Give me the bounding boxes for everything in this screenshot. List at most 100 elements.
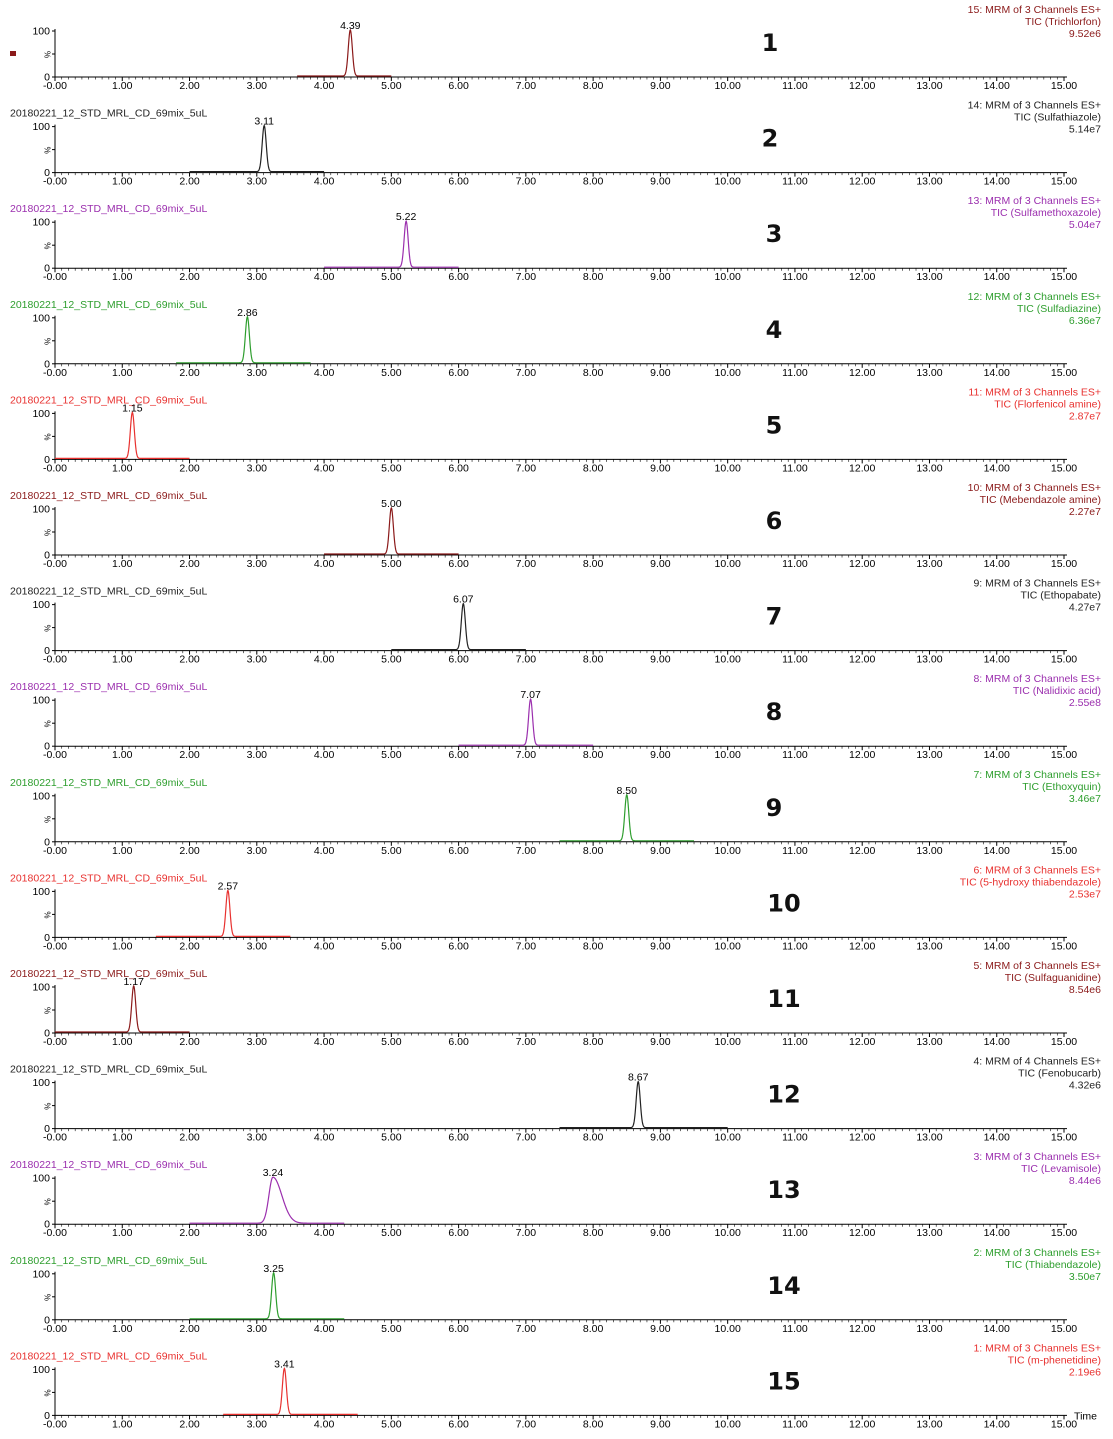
x-tick-label: 12.00 [849,940,875,952]
x-tick-label: 6.00 [448,462,469,474]
x-tick-label: 7.00 [516,1418,537,1430]
x-tick-label: 8.00 [583,558,604,570]
chromatogram-trace [223,1367,358,1416]
intensity-label: 5.04e7 [1069,219,1101,231]
x-tick-label: 14.00 [984,462,1010,474]
peak-label: 5.00 [381,498,402,510]
x-tick-label: 15.00 [1051,1227,1077,1239]
y-tick-label: 100 [32,121,50,133]
x-tick-label: 6.00 [448,558,469,570]
y-tick-label: % [44,911,53,918]
channel-label: 6: MRM of 3 Channels ES+ [973,864,1101,876]
x-tick-label: 2.00 [179,654,200,666]
x-tick-label: 6.00 [448,367,469,379]
file-label: 20180221_12_STD_MRL_CD_69mix_5uL [10,777,207,789]
x-tick-label: -0.00 [43,1418,67,1430]
x-tick-label: 11.00 [782,176,808,188]
y-tick-label: 100 [32,886,50,898]
y-tick-label: 0 [44,1410,50,1422]
chromatogram-trace [155,889,291,938]
x-tick-label: 5.00 [381,271,402,283]
x-tick-label: 2.00 [179,80,200,92]
peak-label: 8.50 [617,785,638,797]
chromatogram-trace [559,793,695,842]
x-tick-label: 10.00 [715,176,741,188]
x-tick-label: 12.00 [849,462,875,474]
peak-label: 3.25 [263,1263,284,1275]
compound-label: TIC (Mebendazole amine) [980,494,1101,506]
x-tick-label: 11.00 [782,1132,808,1144]
x-tick-label: 11.00 [782,271,808,283]
channel-label: 1: MRM of 3 Channels ES+ [973,1342,1101,1354]
x-tick-label: 1.00 [112,558,133,570]
x-tick-label: 8.00 [583,1418,604,1430]
x-tick-label: 13.00 [916,845,942,857]
x-tick-label: 15.00 [1051,845,1077,857]
x-tick-label: 4.00 [314,80,335,92]
x-tick-label: 1.00 [112,749,133,761]
x-tick-label: 5.00 [381,367,402,379]
x-tick-label: 2.00 [179,176,200,188]
x-tick-label: 12.00 [849,1036,875,1048]
chromatogram-panel-5: 20180221_12_STD_MRL_CD_69mix_5uL 11: MRM … [10,386,1101,474]
chromatogram-panel-2: 20180221_12_STD_MRL_CD_69mix_5uL 14: MRM … [10,100,1101,188]
x-tick-label: 7.00 [516,654,537,666]
x-tick-label: 10.00 [715,1323,741,1335]
x-tick-label: 11.00 [782,80,808,92]
x-tick-label: 1.00 [112,1323,133,1335]
x-tick-label: 2.00 [179,1227,200,1239]
x-tick-label: 15.00 [1051,1036,1077,1048]
x-tick-label: 9.00 [650,845,671,857]
x-tick-label: 14.00 [984,1036,1010,1048]
x-tick-label: 12.00 [849,1323,875,1335]
x-tick-label: 6.00 [448,1132,469,1144]
x-tick-label: 14.00 [984,1418,1010,1430]
x-tick-label: 4.00 [314,462,335,474]
x-tick-label: 3.00 [247,749,268,761]
x-tick-label: 2.00 [179,367,200,379]
panel-number: 15 [767,1367,800,1395]
x-tick-label: 1.00 [112,462,133,474]
x-tick-label: 15.00 [1051,271,1077,283]
y-tick-label: 100 [32,504,50,516]
x-tick-label: 2.00 [179,845,200,857]
x-tick-label: 4.00 [314,176,335,188]
chromatogram-trace [324,506,459,555]
x-tick-label: 2.00 [179,271,200,283]
intensity-label: 6.36e7 [1069,315,1101,327]
y-tick-label: % [44,720,53,727]
intensity-label: 2.19e6 [1069,1366,1101,1378]
x-tick-label: 1.00 [112,845,133,857]
x-tick-label: 6.00 [448,80,469,92]
x-tick-label: 5.00 [381,1132,402,1144]
x-tick-label: 1.00 [112,1227,133,1239]
x-tick-label: 11.00 [782,654,808,666]
x-tick-label: 14.00 [984,80,1010,92]
x-tick-label: 2.00 [179,1036,200,1048]
y-tick-label: % [44,1103,53,1110]
x-tick-label: 8.00 [583,1036,604,1048]
panel-number: 10 [767,889,800,917]
chromatogram-panel-1: 15: MRM of 3 Channels ES+TIC (Trichlorfo… [32,4,1101,92]
chromatogram-trace [55,411,190,459]
file-label: 20180221_12_STD_MRL_CD_69mix_5uL [10,968,207,980]
x-tick-label: 3.00 [247,1418,268,1430]
x-tick-label: 7.00 [516,558,537,570]
y-tick-label: 0 [44,836,50,848]
channel-label: 10: MRM of 3 Channels ES+ [968,482,1101,494]
x-tick-label: 7.00 [516,1132,537,1144]
x-tick-label: 15.00 [1051,749,1077,761]
panel-number: 6 [766,507,783,535]
x-tick-label: 5.00 [381,654,402,666]
chromatogram-panel-13: 20180221_12_STD_MRL_CD_69mix_5uL 3: MRM o… [10,1151,1101,1239]
x-tick-label: 11.00 [782,558,808,570]
x-tick-label: 11.00 [782,462,808,474]
x-tick-label: 6.00 [448,749,469,761]
y-tick-label: % [44,816,53,823]
x-tick-label: 3.00 [247,940,268,952]
x-tick-label: 1.00 [112,1036,133,1048]
peak-label: 3.41 [274,1358,295,1370]
x-tick-label: 10.00 [715,1227,741,1239]
x-tick-label: -0.00 [43,1132,67,1144]
